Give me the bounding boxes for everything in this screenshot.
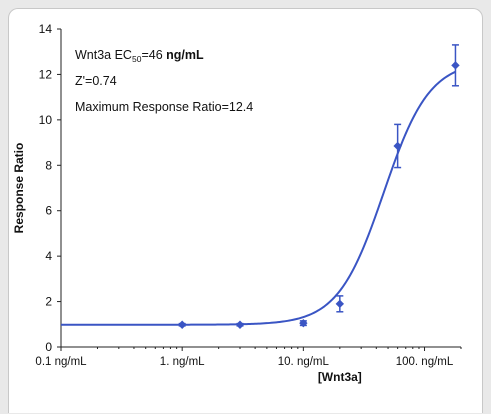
data-point xyxy=(299,318,308,328)
x-tick-label: 0.1 ng/mL xyxy=(35,356,87,368)
ec50-unit: ng/mL xyxy=(166,48,204,62)
y-tick-label: 2 xyxy=(45,295,52,309)
z-prime-annotation: Z'=0.74 xyxy=(75,74,117,88)
x-tick-label: 10. ng/mL xyxy=(278,356,330,368)
data-point xyxy=(451,61,460,70)
y-tick-label: 12 xyxy=(39,67,53,81)
y-tick-label: 14 xyxy=(39,22,53,36)
fit-curve xyxy=(61,70,456,326)
y-tick-label: 0 xyxy=(45,340,52,354)
x-tick-label: 100. ng/mL xyxy=(396,356,454,368)
ec50-annotation: Wnt3a EC50=46 ng/mL xyxy=(75,48,204,64)
axes xyxy=(60,29,461,348)
data-point xyxy=(393,141,402,151)
y-tick-label: 6 xyxy=(45,204,52,218)
ec50-value: =46 xyxy=(141,48,166,62)
data-point xyxy=(177,320,187,329)
y-tick-label: 4 xyxy=(45,249,52,263)
y-axis-label: Response Ratio xyxy=(12,143,26,234)
ec50-prefix: Wnt3a EC xyxy=(75,48,132,62)
dose-response-chart: 0 2 4 6 8 10 12 14 0.1 ng/mL 1. ng/mL 10. ng/mL 10… xyxy=(12,22,462,384)
y-tick-label: 8 xyxy=(45,158,52,172)
data-points xyxy=(177,44,460,329)
x-axis-label: [Wnt3a] xyxy=(318,370,362,384)
chart-panel: 0 2 4 6 8 10 12 14 0.1 ng/mL 1. ng/mL 10. ng/mL 10… xyxy=(8,8,483,413)
data-point xyxy=(235,320,245,329)
x-tick-label: 1. ng/mL xyxy=(160,356,205,368)
max-response-annotation: Maximum Response Ratio=12.4 xyxy=(75,100,253,114)
y-tick-label: 10 xyxy=(39,113,53,127)
y-ticks: 0 2 4 6 8 10 12 14 xyxy=(39,22,61,354)
x-ticks: 0.1 ng/mL 1. ng/mL 10. ng/mL 100. ng/mL xyxy=(35,347,462,368)
data-point xyxy=(335,299,345,309)
ec50-subscript: 50 xyxy=(132,54,142,64)
